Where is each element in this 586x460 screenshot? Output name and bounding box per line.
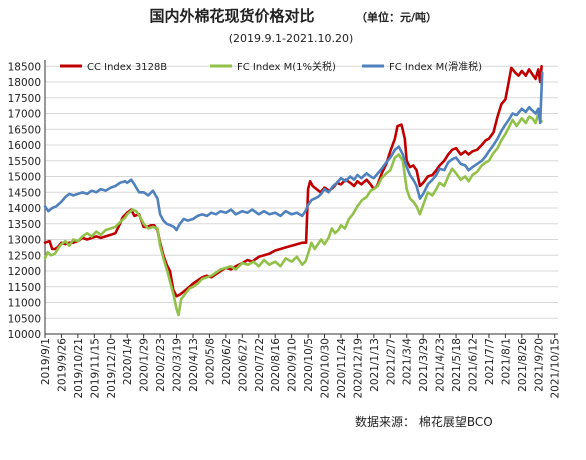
x-tick-label: 2021/7/7 <box>484 338 496 385</box>
y-tick-label: 16000 <box>8 140 41 152</box>
y-tick-label: 15000 <box>8 172 41 184</box>
x-tick-label: 2019/10/21 <box>73 338 85 399</box>
x-tick-label: 2021/3/29 <box>418 338 430 392</box>
x-tick-label: 2020/5/8 <box>204 338 216 385</box>
y-tick-label: 10500 <box>8 313 41 325</box>
y-tick-label: 10000 <box>8 329 41 341</box>
x-tick-label: 2020/2/23 <box>155 338 167 392</box>
x-tick-label: 2021/1/13 <box>369 338 381 392</box>
legend: CC Index 3128B FC Index M(1%关税) FC Index M… <box>60 60 482 73</box>
series-lines <box>43 65 544 317</box>
y-tick-label: 14500 <box>8 187 41 199</box>
chart-title: 国内外棉花现货价格对比 <box>149 7 314 25</box>
x-tick-label: 2020/3/19 <box>172 338 184 392</box>
y-tick-label: 15500 <box>8 156 41 168</box>
x-tick-label: 2021/8/26 <box>517 338 529 392</box>
y-tick-label: 12000 <box>8 266 41 278</box>
data-source-label: 数据来源： 棉花展望BCO <box>355 414 493 429</box>
x-tick-label: 2019/11/15 <box>89 338 101 399</box>
x-tick-label: 2020/7/22 <box>254 338 266 392</box>
y-tick-label: 14000 <box>8 203 41 215</box>
x-tick-label: 2019/9/26 <box>56 338 68 392</box>
x-tick-label: 2019/12/10 <box>106 338 118 399</box>
unit-label: （单位：元/吨） <box>356 10 437 24</box>
x-tick-label: 2021/2/7 <box>385 338 397 385</box>
x-tick-label: 2021/9/20 <box>533 338 545 392</box>
y-axis: 10000 10500 11000 11500 12000 12500 13000 13500… <box>8 60 46 341</box>
y-tick-label: 13500 <box>8 219 41 231</box>
series-line-3 <box>43 71 544 232</box>
x-tick-label: 2021/8/1 <box>500 338 512 385</box>
y-tick-label: 17000 <box>8 109 41 121</box>
x-tick-label: 2020/10/30 <box>320 338 332 399</box>
series-line-2 <box>43 112 543 317</box>
y-tick-label: 18500 <box>8 61 41 73</box>
x-tick-label: 2020/6/2 <box>221 338 233 385</box>
y-tick-label: 13000 <box>8 235 41 247</box>
x-tick-label: 2021/5/18 <box>451 338 463 392</box>
x-tick-label: 2020/12/19 <box>352 338 364 399</box>
x-axis: 2019/9/1 2019/9/26 2019/10/21 2019/11/15 201… <box>40 333 562 399</box>
y-tick-label: 18000 <box>8 77 41 89</box>
y-tick-label: 11000 <box>8 298 41 310</box>
x-tick-label: 2020/1/29 <box>139 338 151 392</box>
x-tick-label: 2020/9/10 <box>287 338 299 392</box>
gridlines <box>45 65 558 335</box>
x-tick-label: 2020/6/27 <box>237 338 249 392</box>
x-tick-label: 2020/11/24 <box>336 338 348 399</box>
x-tick-label: 2020/1/4 <box>122 338 134 385</box>
x-tick-label: 2021/10/15 <box>550 338 562 399</box>
legend-label: FC Index M(滑准税) <box>389 60 482 73</box>
x-tick-label: 2021/6/12 <box>468 338 480 392</box>
x-tick-label: 2020/4/13 <box>188 338 200 392</box>
x-tick-label: 2020/10/5 <box>303 338 315 392</box>
x-tick-label: 2019/9/1 <box>40 338 52 385</box>
legend-label: FC Index M(1%关税) <box>237 60 336 73</box>
legend-label: CC Index 3128B <box>87 62 167 73</box>
x-tick-label: 2021/4/23 <box>435 338 447 392</box>
y-tick-label: 12500 <box>8 250 41 262</box>
y-tick-label: 17500 <box>8 93 41 105</box>
x-tick-label: 2020/8/16 <box>270 338 282 392</box>
y-tick-label: 16500 <box>8 124 41 136</box>
x-tick-label: 2021/3/4 <box>402 338 414 385</box>
chart-subtitle: (2019.9.1-2021.10.20) <box>229 32 354 45</box>
y-tick-label: 11500 <box>8 282 41 294</box>
